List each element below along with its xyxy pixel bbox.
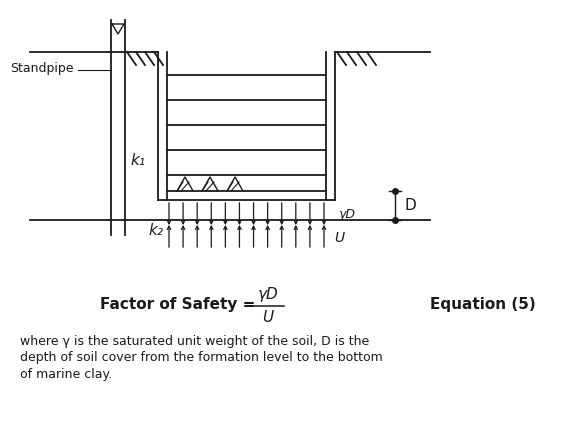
Text: U: U [334,231,344,245]
Text: Factor of Safety =: Factor of Safety = [100,297,261,313]
Text: γD: γD [338,208,355,220]
Text: U: U [262,310,274,326]
Text: γD: γD [258,286,279,302]
Text: of marine clay.: of marine clay. [20,368,112,381]
Text: Standpipe: Standpipe [10,61,73,74]
Text: k₂: k₂ [148,222,163,237]
Text: depth of soil cover from the formation level to the bottom: depth of soil cover from the formation l… [20,352,383,365]
Text: k₁: k₁ [130,153,146,168]
Text: where γ is the saturated unit weight of the soil, D is the: where γ is the saturated unit weight of … [20,335,369,349]
Text: D: D [405,198,417,213]
Text: Equation (5): Equation (5) [430,297,536,313]
